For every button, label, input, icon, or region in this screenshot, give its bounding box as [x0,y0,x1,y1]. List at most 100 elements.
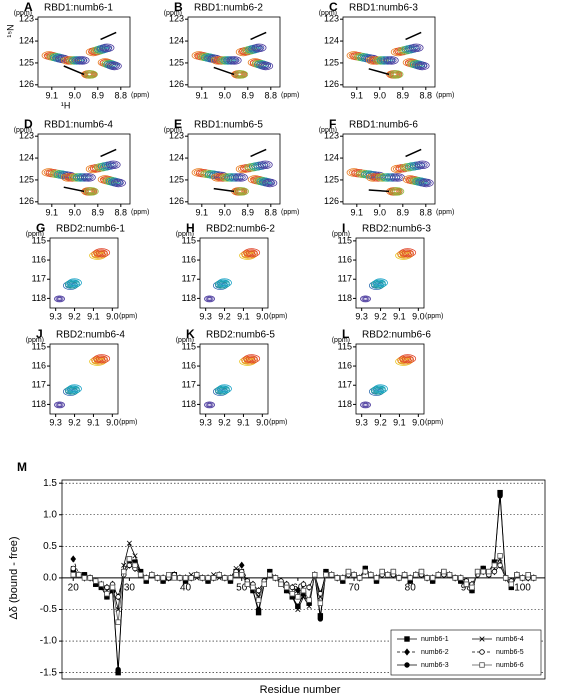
contour [370,58,377,63]
marker [92,578,99,584]
contours [346,148,434,196]
legend-label: numb6-6 [496,662,524,669]
panel-title: RBD1:numb6-3 [349,3,418,14]
contour [57,403,62,407]
contour [377,58,384,63]
contour [420,179,432,187]
contour [57,297,62,301]
y-tick-label: 126 [19,196,34,206]
marker [109,584,116,591]
contour [76,58,83,63]
x-tick-label: 9.2 [218,417,231,427]
marker [104,584,110,591]
contour [105,160,121,169]
contour [423,181,430,185]
contour [384,58,391,63]
y-tick-label: 126 [19,79,34,89]
contour [243,354,261,364]
legend-box [390,629,542,676]
x-tick-label: 9.1 [87,417,100,427]
marker [306,584,312,591]
marker [441,568,447,575]
y-tick-label: 125 [169,57,184,67]
x-tick-label: 9.0 [219,90,232,100]
y-tick-label: 118 [32,399,46,409]
contours [346,31,430,79]
contour [378,57,390,64]
spectrum-frame [37,133,131,205]
contour [417,161,428,168]
panel-letter: D [24,117,33,131]
contour [98,356,106,361]
contour [363,297,368,301]
contours [41,148,126,196]
unit-label: (ppm) [119,313,137,320]
contour [402,164,414,171]
marker [479,636,485,642]
contour [375,57,386,64]
contour [67,384,82,394]
contours [360,248,417,303]
marker [255,587,262,594]
y-tick-label: 123 [324,131,339,141]
marker [70,555,77,563]
x-tick-label: 90 [461,583,473,594]
marker [508,581,515,587]
x-tick-label: 9.3 [355,417,368,427]
contour [59,57,67,61]
marker [194,572,200,578]
x-tick-label: 9.0 [106,311,119,321]
marker [295,606,301,613]
x-tick-label: 8.9 [242,90,255,100]
x-tick-label: 8.9 [242,207,255,217]
y-tick-label: 117 [32,380,46,390]
shift-arrow [63,65,85,76]
marker [404,648,410,656]
contour [410,44,422,51]
y-tick-label: -1.5 [40,667,58,678]
marker [404,636,410,642]
contour [376,56,392,65]
contours [204,354,261,409]
contour [237,72,244,77]
contours [191,148,278,196]
marker [300,581,307,587]
marker [479,662,485,668]
marker [334,575,340,581]
contour [399,354,417,364]
contours [360,354,417,409]
marker [272,575,279,581]
marker [238,561,245,569]
unit-label: (ppm) [14,10,32,17]
contour [259,161,271,168]
x-tick-label: 9.0 [374,90,387,100]
contour [83,174,94,181]
x-axis-label: ¹H [61,100,71,110]
contour [245,249,258,256]
contour [392,174,403,181]
panel-letter: G [36,221,45,235]
marker [385,572,391,578]
contour [55,296,64,302]
contour [390,71,402,78]
x-tick-label: 8.9 [92,90,105,100]
marker [502,575,509,581]
marker [81,575,88,581]
y-tick-label: 118 [182,399,196,409]
y-axis-label: Δδ (bound - free) [8,536,20,619]
marker [306,603,312,609]
y-tick-label: 118 [182,293,196,303]
contour [375,279,386,286]
contour [408,43,424,52]
y-tick-label: 1.5 [43,478,57,489]
legend-label: numb6-5 [496,649,524,656]
contour [419,162,426,167]
marker [76,572,82,578]
x-tick-label: 9.0 [219,207,232,217]
contour [108,178,124,187]
y-tick-label: 118 [32,293,46,303]
marker [98,581,105,587]
contour [371,57,383,64]
contour [74,56,90,65]
marker [126,556,133,562]
